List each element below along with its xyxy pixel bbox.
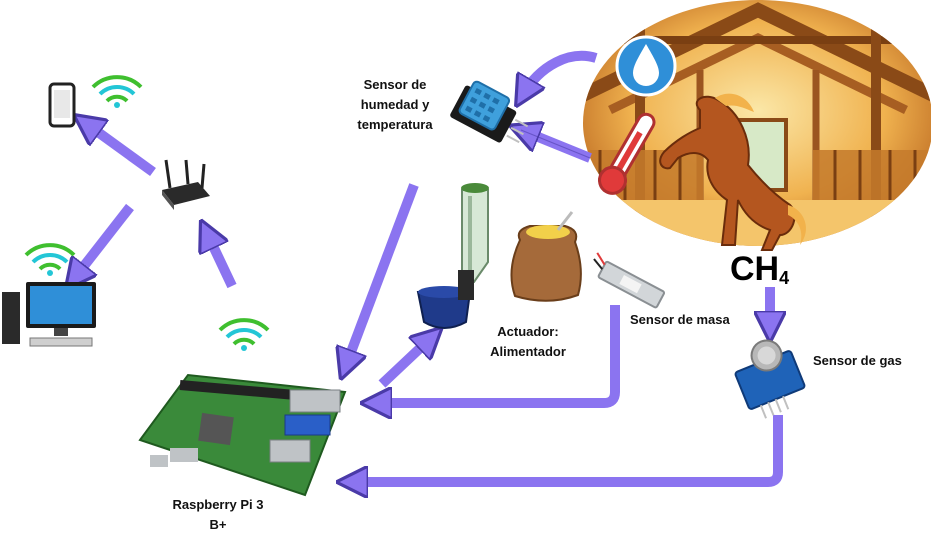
methane-formula: CH4 [730,250,790,288]
feed-sack-icon [510,211,582,302]
router-icon [162,159,210,210]
label-mass-sensor: Sensor de masa [630,312,730,327]
load-cell-icon [593,252,666,309]
label-feeder: Actuador: Alimentador [490,324,566,359]
label-raspberry: Raspberry Pi 3 B+ [172,497,264,532]
arrows [73,50,783,482]
arrow-raspberry-to-feeder [378,336,433,388]
arrow-mass-to-raspberry [373,305,620,403]
arrow-router-to-computer [73,203,134,280]
desktop-computer-icon [2,282,96,347]
humidity-sensor-module [450,80,529,144]
thermometer-icon [598,112,656,195]
raspberry-pi-board [138,373,347,497]
arrow-drop-to-sensor [522,50,598,96]
label-gas-sensor: Sensor de gas [813,353,902,368]
arrow-router-to-phone [84,122,156,177]
horse-icon [659,93,807,251]
arrow-gas-to-raspberry [349,415,783,482]
barn-illustration [583,0,931,251]
gas-sensor-module [734,339,806,419]
arrow-sensor-to-raspberry [345,183,419,368]
water-drop-icon [615,35,677,97]
smartphone-icon [48,82,76,128]
wifi-icon-raspberry [218,318,270,351]
feeder-icon [416,183,489,329]
arrow-raspberry-to-router [206,231,237,289]
wifi-icon-phone [91,75,143,108]
label-humidity-sensor: Sensor de humedad y temperatura [357,77,433,132]
wifi-icon-computer [24,243,76,276]
